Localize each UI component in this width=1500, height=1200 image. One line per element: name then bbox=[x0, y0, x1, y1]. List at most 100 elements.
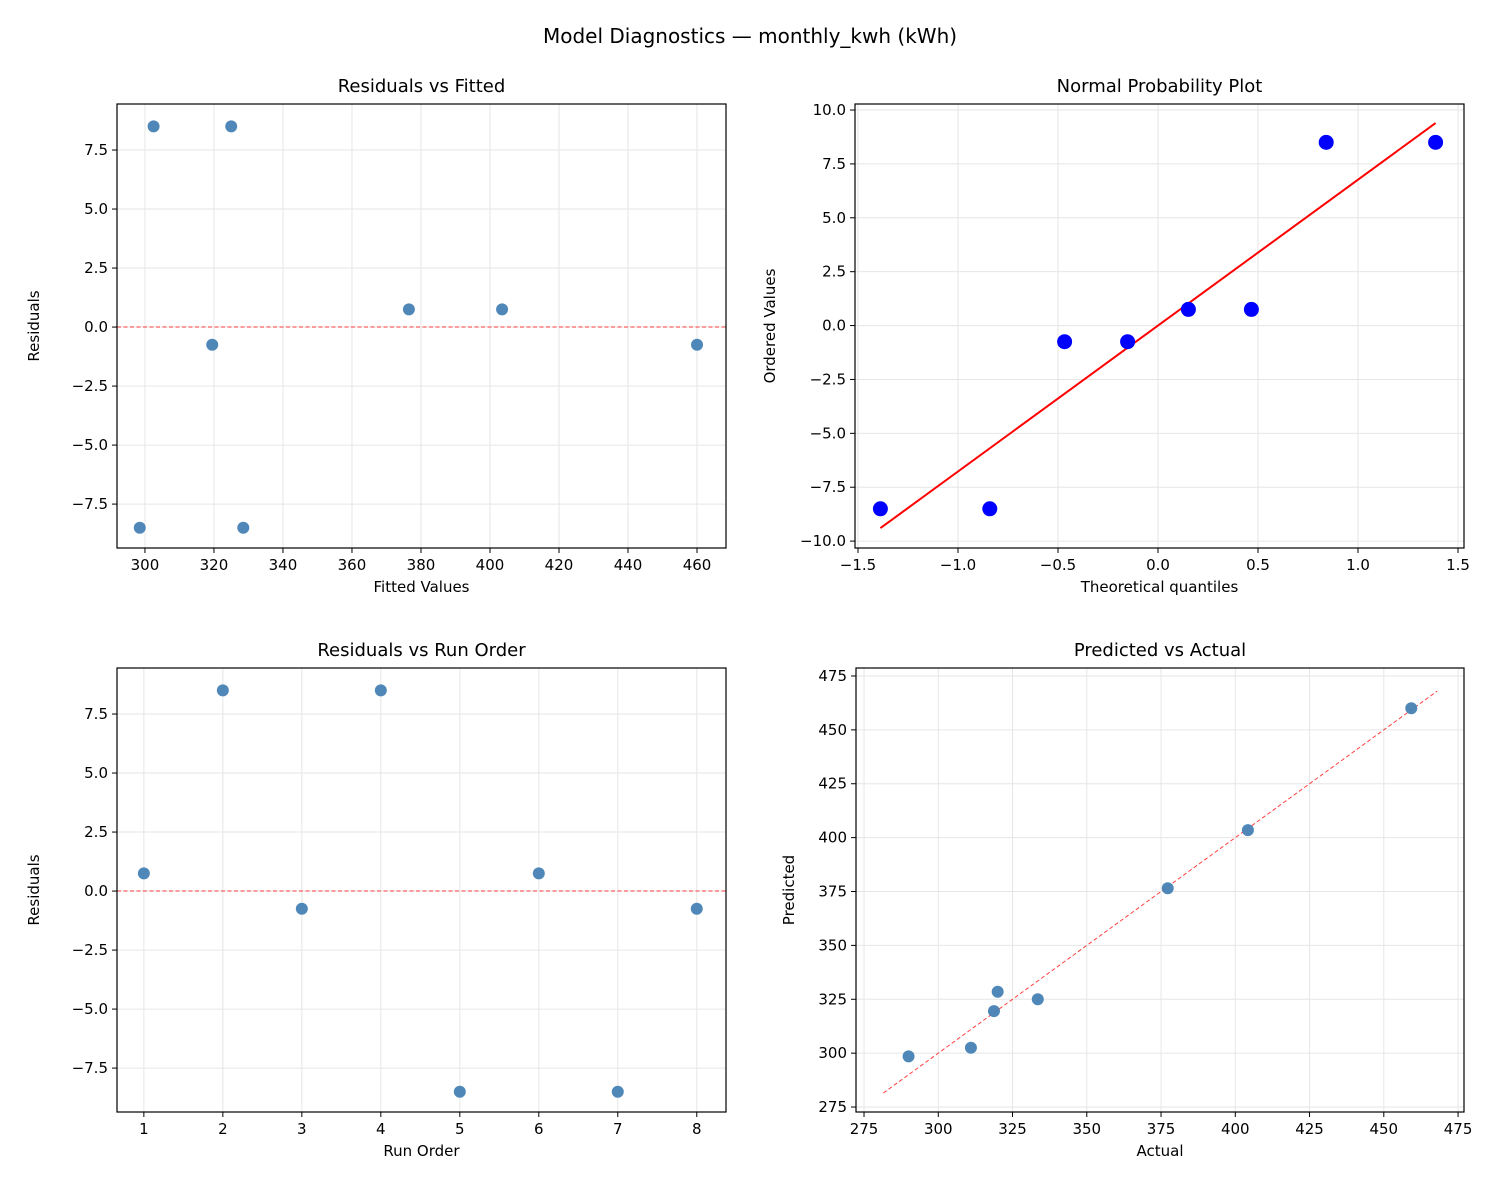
x-tick-label: −0.5 bbox=[1040, 556, 1076, 574]
data-point bbox=[137, 867, 150, 880]
figure-title: Model Diagnostics — monthly_kwh (kWh) bbox=[543, 24, 957, 48]
y-tick-label: −7.5 bbox=[810, 478, 846, 496]
data-point bbox=[532, 867, 545, 880]
data-point bbox=[691, 338, 704, 351]
x-tick-label: 325 bbox=[998, 1120, 1027, 1138]
y-tick-label: −10.0 bbox=[800, 532, 846, 550]
x-tick-label: 1 bbox=[139, 1120, 149, 1138]
y-tick-label: −7.5 bbox=[72, 1059, 108, 1077]
x-tick-label: 460 bbox=[683, 556, 712, 574]
data-point bbox=[987, 1005, 1000, 1018]
x-tick-label: 6 bbox=[534, 1120, 544, 1138]
data-point bbox=[1241, 824, 1254, 837]
data-point bbox=[216, 684, 229, 697]
y-tick-label: −2.5 bbox=[72, 941, 108, 959]
y-tick-label: 450 bbox=[818, 721, 847, 739]
subplot-title: Residuals vs Fitted bbox=[338, 76, 506, 97]
axes-frame bbox=[116, 667, 727, 1113]
subplot-title: Residuals vs Run Order bbox=[317, 640, 526, 661]
x-tick-label: 300 bbox=[924, 1120, 953, 1138]
y-tick-label: 7.5 bbox=[822, 155, 846, 173]
subplot-2: −1.5 −1.0 −0.5 0.0 0.5 1.0 1.5 −10.0 −7.5 −5.0 −2.… bbox=[761, 76, 1470, 596]
data-point bbox=[237, 521, 250, 534]
x-axis-label: Run Order bbox=[383, 1142, 460, 1160]
data-point bbox=[147, 120, 160, 133]
data-point bbox=[402, 303, 415, 316]
x-tick-label: 5 bbox=[455, 1120, 465, 1138]
y-axis-label: Residuals bbox=[25, 854, 43, 925]
x-tick-label: 300 bbox=[131, 556, 160, 574]
y-tick-label: 7.5 bbox=[84, 705, 108, 723]
data-point bbox=[453, 1085, 466, 1098]
reference-line bbox=[883, 690, 1438, 1094]
subplot-1: 300 320 340 360 380 400 420 440 460 −7.5 −5.0 −2.5 0… bbox=[25, 76, 727, 596]
data-point bbox=[295, 902, 308, 915]
data-point bbox=[1120, 334, 1136, 350]
y-tick-label: 300 bbox=[818, 1044, 847, 1062]
y-tick-label: 5.0 bbox=[822, 209, 846, 227]
data-point bbox=[964, 1041, 977, 1054]
data-point bbox=[1161, 882, 1174, 895]
y-tick-label: −5.0 bbox=[72, 1000, 108, 1018]
data-point bbox=[991, 985, 1004, 998]
x-tick-label: 450 bbox=[1369, 1120, 1398, 1138]
data-point bbox=[1428, 134, 1444, 150]
x-tick-label: 0.0 bbox=[1146, 556, 1170, 574]
x-tick-label: 320 bbox=[200, 556, 229, 574]
y-tick-label: −7.5 bbox=[72, 495, 108, 513]
x-tick-label: 275 bbox=[850, 1120, 879, 1138]
y-tick-label: 2.5 bbox=[822, 263, 846, 281]
y-axis-label: Residuals bbox=[25, 290, 43, 361]
axes-frame bbox=[855, 667, 1465, 1113]
x-tick-label: 7 bbox=[613, 1120, 623, 1138]
x-tick-label: 420 bbox=[545, 556, 574, 574]
x-axis-label: Theoretical quantiles bbox=[1080, 578, 1239, 596]
data-point bbox=[982, 501, 998, 517]
x-tick-label: 475 bbox=[1444, 1120, 1473, 1138]
subplot-title: Predicted vs Actual bbox=[1074, 640, 1246, 661]
x-tick-label: 1.0 bbox=[1346, 556, 1370, 574]
x-tick-label: 340 bbox=[269, 556, 298, 574]
y-tick-label: 0.0 bbox=[822, 317, 846, 335]
reference-line bbox=[879, 122, 1437, 529]
y-tick-label: 5.0 bbox=[84, 200, 108, 218]
subplot-title: Normal Probability Plot bbox=[1057, 76, 1263, 97]
data-point bbox=[225, 120, 238, 133]
data-point bbox=[690, 902, 703, 915]
y-tick-label: −5.0 bbox=[810, 424, 846, 442]
data-point bbox=[1057, 334, 1073, 350]
data-point bbox=[133, 521, 146, 534]
x-tick-label: 4 bbox=[376, 1120, 386, 1138]
x-tick-label: −1.5 bbox=[840, 556, 876, 574]
x-tick-label: 375 bbox=[1147, 1120, 1176, 1138]
data-point bbox=[872, 501, 888, 517]
x-tick-label: 400 bbox=[476, 556, 505, 574]
data-point bbox=[206, 338, 219, 351]
y-tick-label: 0.0 bbox=[84, 318, 108, 336]
data-point bbox=[374, 684, 387, 697]
y-tick-label: 475 bbox=[818, 667, 847, 685]
data-point bbox=[1318, 134, 1334, 150]
y-tick-label: 2.5 bbox=[84, 259, 108, 277]
data-point bbox=[496, 303, 509, 316]
x-axis-label: Actual bbox=[1137, 1142, 1184, 1160]
y-tick-label: −2.5 bbox=[72, 377, 108, 395]
x-tick-label: 400 bbox=[1221, 1120, 1250, 1138]
data-point bbox=[611, 1085, 624, 1098]
subplot-4: 275 300 325 350 375 400 425 450 475 275 300 325 350 3… bbox=[780, 640, 1472, 1160]
y-axis-label: Predicted bbox=[780, 855, 798, 925]
axes-frame bbox=[116, 103, 727, 549]
data-point bbox=[902, 1050, 915, 1063]
y-tick-label: 425 bbox=[818, 775, 847, 793]
y-tick-label: 350 bbox=[818, 936, 847, 954]
x-tick-label: 350 bbox=[1072, 1120, 1101, 1138]
data-point bbox=[1180, 301, 1196, 317]
y-tick-label: −5.0 bbox=[72, 436, 108, 454]
x-tick-label: 0.5 bbox=[1246, 556, 1270, 574]
x-tick-label: 2 bbox=[218, 1120, 228, 1138]
y-axis-label: Ordered Values bbox=[761, 268, 779, 383]
x-tick-label: −1.0 bbox=[940, 556, 976, 574]
y-tick-label: 400 bbox=[818, 829, 847, 847]
y-tick-label: 5.0 bbox=[84, 764, 108, 782]
